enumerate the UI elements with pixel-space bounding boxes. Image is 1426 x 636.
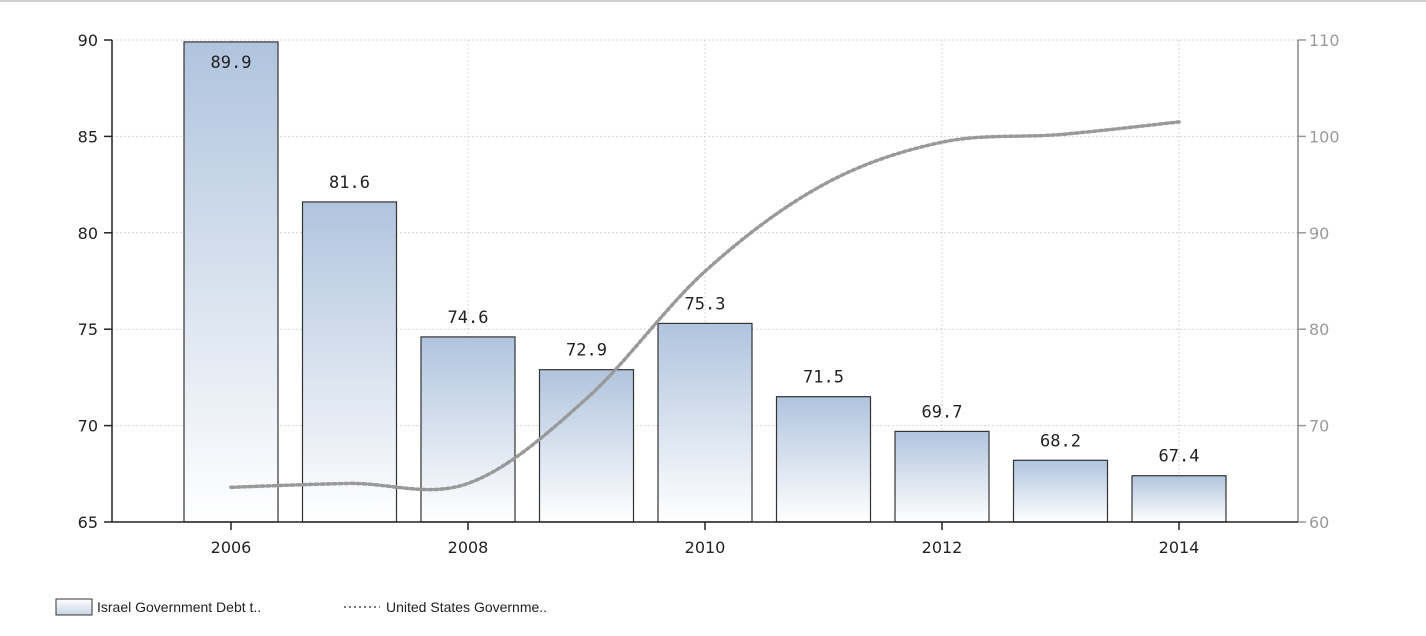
- left-tick-label: 85: [78, 127, 98, 146]
- left-tick-label: 70: [78, 417, 98, 436]
- bar: [1012, 459, 1109, 523]
- bar-data-label: 75.3: [685, 294, 726, 314]
- left-tick-label: 75: [78, 320, 98, 339]
- legend-label-bar: Israel Government Debt t..: [97, 599, 261, 615]
- bar: [301, 201, 398, 523]
- bar-series: [183, 41, 1227, 523]
- bar-data-label: 74.6: [448, 308, 489, 328]
- bar-data-label: 69.7: [922, 402, 963, 422]
- data-labels: 89.9 81.6 74.6 72.9 75.3 71.5 69.7 68.2 67.4: [211, 53, 1200, 467]
- bar-data-label: 67.4: [1159, 447, 1200, 467]
- bar-data-label: 81.6: [329, 173, 370, 193]
- bar: [657, 322, 753, 523]
- right-tick-label: 110: [1309, 31, 1340, 50]
- bar-data-label: 68.2: [1040, 431, 1081, 451]
- left-tick-label: 65: [78, 513, 98, 532]
- left-tick-label: 80: [78, 224, 98, 243]
- right-tick-label: 80: [1309, 320, 1329, 339]
- x-tick-label: 2010: [685, 538, 726, 557]
- axes: 65 70 75 80 85 90 60 70 80 90 100 110 2006 2008 2010 20…: [78, 31, 1340, 557]
- bar: [894, 430, 990, 523]
- x-tick-label: 2008: [448, 538, 489, 557]
- bar: [1131, 475, 1227, 523]
- right-tick-label: 60: [1309, 513, 1329, 532]
- bar-data-label: 72.9: [566, 341, 607, 361]
- bar: [775, 396, 872, 523]
- legend-label-line: United States Governme..: [386, 599, 547, 615]
- us-debt-line: [229, 120, 1181, 492]
- line-series: [229, 120, 1181, 492]
- x-tick-label: 2006: [211, 538, 252, 557]
- legend-swatch-bar: [55, 598, 93, 616]
- x-tick-label: 2014: [1159, 538, 1200, 557]
- right-tick-label: 70: [1309, 417, 1329, 436]
- left-tick-label: 90: [78, 31, 98, 50]
- bar: [183, 41, 279, 523]
- bar: [420, 336, 516, 523]
- x-tick-label: 2012: [922, 538, 963, 557]
- legend: Israel Government Debt t.. United States…: [55, 598, 547, 616]
- bar-data-label: 71.5: [803, 368, 844, 388]
- bar-data-label: 89.9: [211, 53, 252, 73]
- right-tick-label: 100: [1309, 127, 1340, 146]
- right-tick-label: 90: [1309, 224, 1329, 243]
- bar: [538, 369, 635, 523]
